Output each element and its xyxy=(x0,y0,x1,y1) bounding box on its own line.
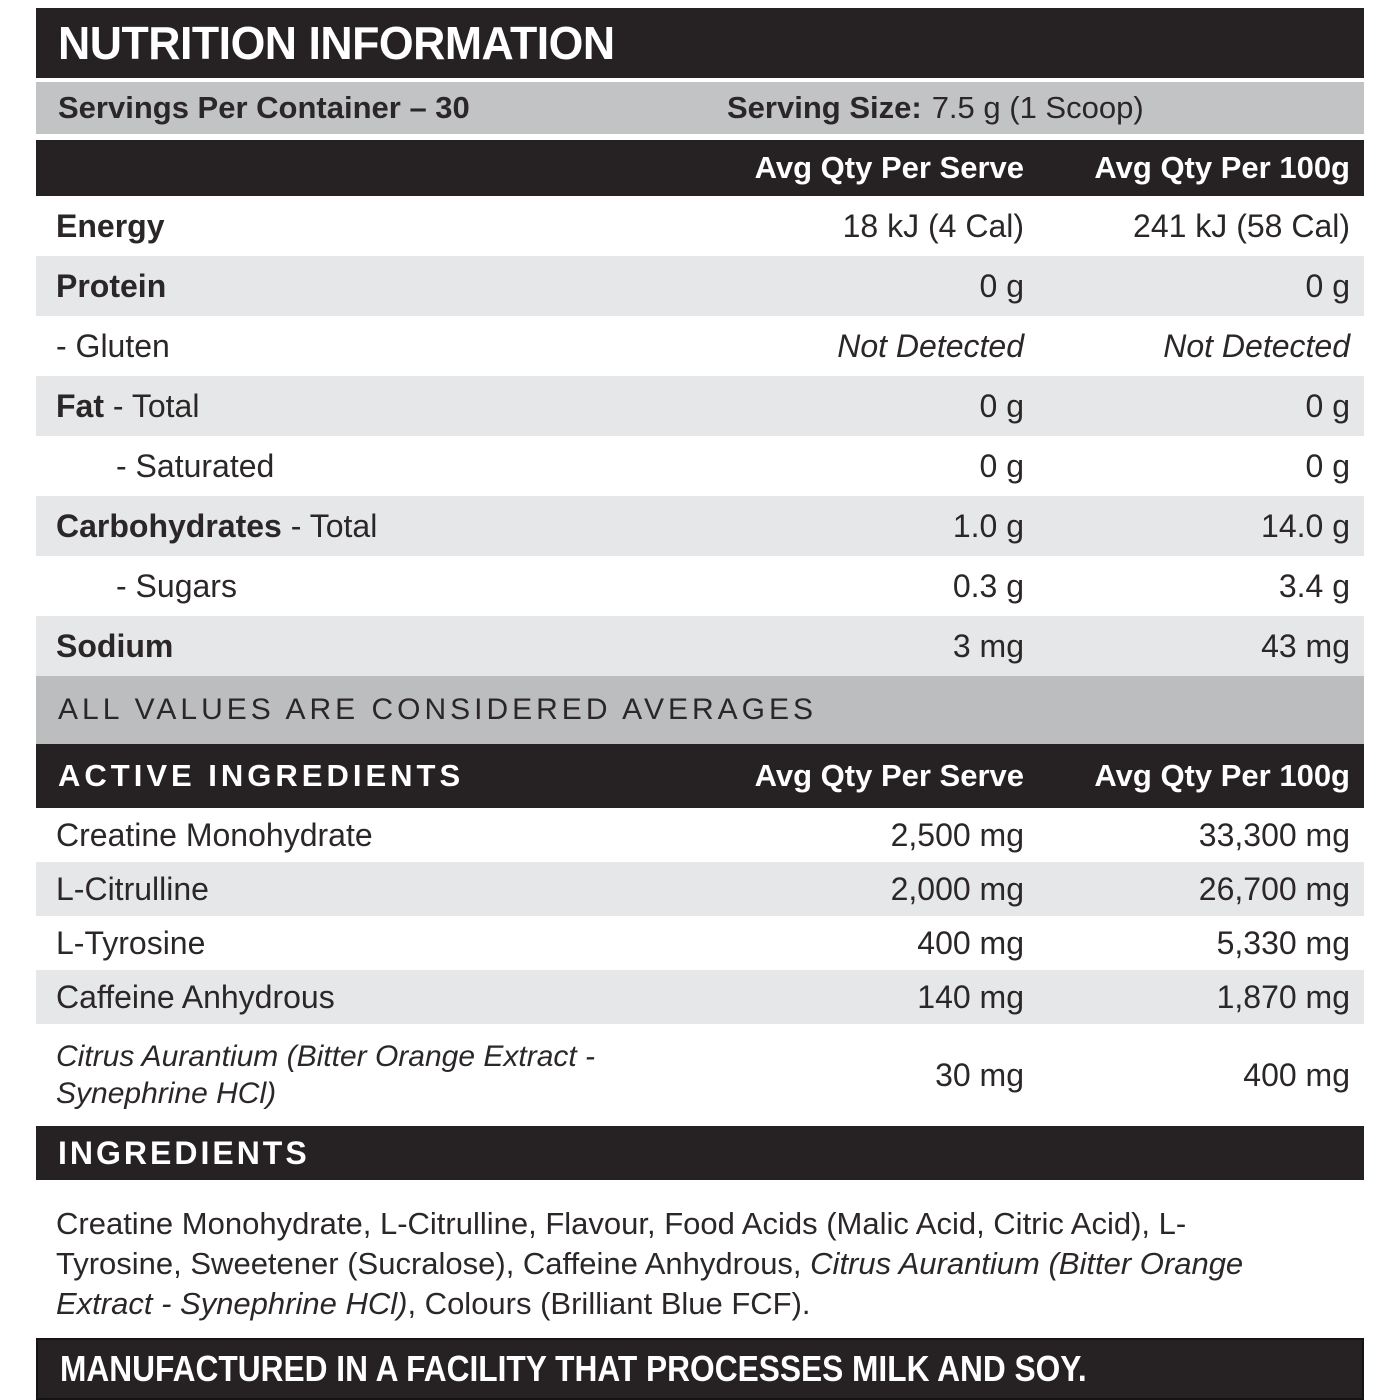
col-header-100g: Avg Qty Per 100g xyxy=(1094,758,1350,793)
value-per-100g: Not Detected xyxy=(1163,327,1350,364)
value-per-100g: 0 g xyxy=(1305,387,1350,424)
ingredient-name: Caffeine Anhydrous xyxy=(56,978,335,1015)
nutrition-row-carbohydrates: Carbohydrates - Total 1.0 g 14.0 g xyxy=(36,496,1364,556)
value-per-serve: 2,500 mg xyxy=(890,816,1024,853)
ingredients-title: INGREDIENTS xyxy=(58,1134,310,1171)
serving-info-bar: Servings Per Container – 30 Serving Size… xyxy=(36,82,1364,134)
col-header-100g: Avg Qty Per 100g xyxy=(1094,150,1350,185)
facility-warning: MANUFACTURED IN A FACILITY THAT PROCESSE… xyxy=(60,1348,1087,1389)
value-per-100g: 33,300 mg xyxy=(1198,816,1350,853)
value-per-serve: 0 g xyxy=(979,267,1024,304)
value-per-100g: 3.4 g xyxy=(1278,567,1350,604)
value-per-serve: 3 mg xyxy=(952,627,1024,664)
ingredient-name: L-Tyrosine xyxy=(56,924,206,961)
nutrient-name-suffix: - Total xyxy=(281,507,378,544)
nutrient-name-suffix: - Sugars xyxy=(116,567,237,604)
nutrient-name: Energy xyxy=(56,207,165,244)
value-per-100g: 1,870 mg xyxy=(1216,978,1350,1015)
ingredients-text-italic: Citrus Aurantium (Bitter Orange Extract … xyxy=(56,1246,1244,1321)
nutrition-row-sodium: Sodium 3 mg 43 mg xyxy=(36,616,1364,676)
value-per-serve: Not Detected xyxy=(837,327,1024,364)
col-header-serve: Avg Qty Per Serve xyxy=(754,150,1024,185)
value-per-100g: 400 mg xyxy=(1243,1056,1350,1093)
ingredients-text-regular: Creatine Monohydrate, L-Citrulline, Flav… xyxy=(56,1206,1187,1281)
ingredients-text-regular-end: , Colours (Brilliant Blue FCF). xyxy=(407,1286,811,1321)
nutrient-name-suffix: - Saturated xyxy=(116,447,275,484)
value-per-serve: 0 g xyxy=(979,447,1024,484)
value-per-100g: 26,700 mg xyxy=(1198,870,1350,907)
value-per-100g: 43 mg xyxy=(1261,627,1350,664)
ingredient-name: L-Citrulline xyxy=(56,870,209,907)
active-ingredients-header: ACTIVE INGREDIENTS Avg Qty Per Serve Avg… xyxy=(36,744,1364,808)
value-per-serve: 0 g xyxy=(979,387,1024,424)
nutrient-name: Fat xyxy=(56,387,104,424)
column-header-row: Avg Qty Per Serve Avg Qty Per 100g xyxy=(36,140,1364,196)
value-per-serve: 0.3 g xyxy=(952,567,1024,604)
nutrition-row-sugars: - Sugars 0.3 g 3.4 g xyxy=(36,556,1364,616)
value-per-serve: 18 kJ (4 Cal) xyxy=(842,207,1024,244)
nutrition-title: NUTRITION INFORMATION xyxy=(58,17,615,69)
serving-size-value: 7.5 g (1 Scoop) xyxy=(931,90,1144,125)
value-per-100g: 0 g xyxy=(1305,267,1350,304)
active-row-tyrosine: L-Tyrosine 400 mg 5,330 mg xyxy=(36,916,1364,970)
active-row-citrus-aurantium: Citrus Aurantium (Bitter Orange Extract … xyxy=(36,1024,1364,1126)
nutrient-name-suffix: - Gluten xyxy=(56,327,170,364)
ingredients-paragraph: Creatine Monohydrate, L-Citrulline, Flav… xyxy=(36,1204,1296,1324)
col-header-serve: Avg Qty Per Serve xyxy=(754,758,1024,793)
active-ingredients-table: Creatine Monohydrate 2,500 mg 33,300 mg … xyxy=(36,808,1364,1126)
value-per-100g: 241 kJ (58 Cal) xyxy=(1133,207,1350,244)
nutrient-name: Sodium xyxy=(56,627,174,664)
nutrition-table: Energy 18 kJ (4 Cal) 241 kJ (58 Cal) Pro… xyxy=(36,196,1364,676)
value-per-serve: 1.0 g xyxy=(952,507,1024,544)
nutrition-row-saturated: - Saturated 0 g 0 g xyxy=(36,436,1364,496)
value-per-100g: 14.0 g xyxy=(1261,507,1350,544)
averages-note: ALL VALUES ARE CONSIDERED AVERAGES xyxy=(58,693,817,726)
value-per-100g: 0 g xyxy=(1305,447,1350,484)
active-row-citrulline: L-Citrulline 2,000 mg 26,700 mg xyxy=(36,862,1364,916)
value-per-serve: 400 mg xyxy=(917,924,1024,961)
ingredients-header: INGREDIENTS xyxy=(36,1126,1364,1180)
title-bar: NUTRITION INFORMATION xyxy=(36,8,1364,78)
serving-size: Serving Size: 7.5 g (1 Scoop) xyxy=(727,90,1144,126)
value-per-serve: 2,000 mg xyxy=(890,870,1024,907)
ingredient-name: Creatine Monohydrate xyxy=(56,816,373,853)
value-per-serve: 30 mg xyxy=(935,1056,1024,1093)
nutrition-row-protein: Protein 0 g 0 g xyxy=(36,256,1364,316)
active-ingredients-title: ACTIVE INGREDIENTS xyxy=(58,758,465,793)
ingredient-name: Citrus Aurantium (Bitter Orange Extract … xyxy=(56,1039,596,1111)
servings-per-container: Servings Per Container – 30 xyxy=(58,90,470,125)
nutrient-name: Carbohydrates xyxy=(56,507,282,544)
active-row-caffeine: Caffeine Anhydrous 140 mg 1,870 mg xyxy=(36,970,1364,1024)
nutrient-name: Protein xyxy=(56,267,167,304)
serving-size-label: Serving Size: xyxy=(727,90,922,125)
nutrition-row-energy: Energy 18 kJ (4 Cal) 241 kJ (58 Cal) xyxy=(36,196,1364,256)
nutrition-row-gluten: - Gluten Not Detected Not Detected xyxy=(36,316,1364,376)
value-per-100g: 5,330 mg xyxy=(1216,924,1350,961)
active-row-creatine: Creatine Monohydrate 2,500 mg 33,300 mg xyxy=(36,808,1364,862)
nutrient-name-suffix: - Total xyxy=(104,387,200,424)
nutrition-row-fat-total: Fat - Total 0 g 0 g xyxy=(36,376,1364,436)
averages-note-bar: ALL VALUES ARE CONSIDERED AVERAGES xyxy=(36,676,1364,744)
value-per-serve: 140 mg xyxy=(917,978,1024,1015)
facility-warning-bar: MANUFACTURED IN A FACILITY THAT PROCESSE… xyxy=(36,1338,1364,1400)
